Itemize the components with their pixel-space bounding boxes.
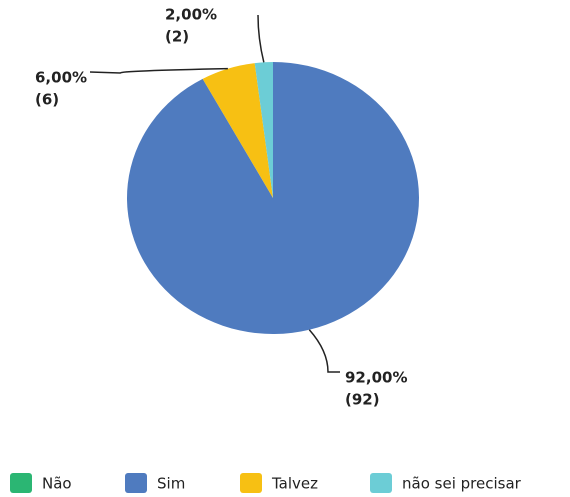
value-label: 2,00% [165, 6, 217, 24]
leader-line [257, 14, 265, 63]
value-label: 92,00% [345, 369, 407, 387]
legend-swatch [370, 473, 392, 493]
value-label: 6,00% [35, 69, 87, 87]
pie-slice [254, 62, 273, 198]
leader-line [308, 329, 340, 373]
count-label: (2) [165, 28, 189, 46]
legend-swatch [125, 473, 147, 493]
legend-label: Não [42, 475, 72, 493]
legend-label: Talvez [271, 475, 318, 493]
pie-slice [202, 63, 273, 198]
count-label: (92) [345, 391, 380, 409]
leader-line [89, 67, 228, 74]
count-label: (6) [35, 91, 59, 109]
legend-swatch [240, 473, 262, 493]
legend-label: Sim [157, 475, 185, 493]
legend-swatch [10, 473, 32, 493]
legend-label: não sei precisar [402, 475, 522, 493]
